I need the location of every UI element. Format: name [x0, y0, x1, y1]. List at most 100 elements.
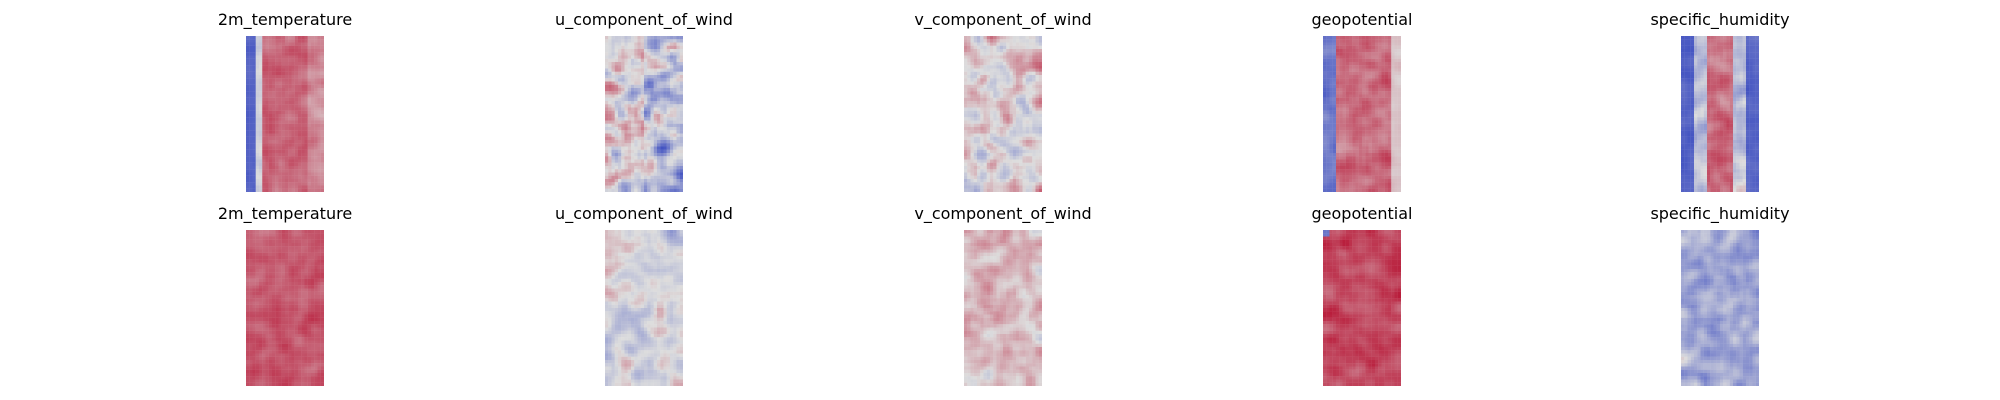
heatmap-cell	[301, 133, 305, 137]
heatmap-cell	[252, 179, 256, 183]
heatmap-cell	[1355, 156, 1359, 160]
heatmap-cell	[1349, 58, 1353, 63]
heatmap-cell	[986, 39, 991, 43]
heatmap-cell	[1375, 169, 1379, 173]
heatmap-cell	[275, 179, 279, 183]
heatmap-cell	[627, 42, 632, 46]
heatmap-cell	[255, 78, 260, 82]
heatmap-cell	[970, 91, 974, 95]
heatmap-cell	[1397, 62, 1401, 66]
heatmap-cell	[1323, 143, 1327, 147]
heatmap-cell	[275, 75, 279, 79]
heatmap-cell	[1003, 49, 1007, 53]
heatmap-cell	[977, 91, 981, 95]
heatmap-cell	[653, 153, 658, 157]
heatmap-cell	[314, 140, 318, 144]
heatmap-cell	[1736, 75, 1740, 79]
heatmap-cell	[1381, 172, 1385, 176]
heatmap-cell	[647, 120, 651, 124]
heatmap-cell	[278, 149, 282, 154]
heatmap-cell	[1371, 143, 1376, 147]
heatmap-cell	[320, 179, 324, 183]
heatmap-cell	[255, 52, 260, 56]
heatmap-cell	[1707, 42, 1711, 46]
heatmap-cell	[246, 71, 250, 76]
heatmap-cell	[1038, 110, 1042, 115]
heatmap-cell	[964, 146, 968, 150]
heatmap-cell	[1384, 182, 1389, 186]
heatmap-cell	[1358, 149, 1363, 154]
heatmap-cell	[259, 185, 263, 189]
heatmap-cell	[275, 36, 279, 40]
heatmap-cell	[252, 81, 256, 85]
heatmap-cell	[1329, 123, 1333, 128]
heatmap-cell	[1384, 166, 1389, 170]
heatmap-cell	[1003, 52, 1007, 56]
heatmap-cell	[252, 97, 256, 102]
heatmap-cell	[1016, 159, 1020, 163]
heatmap-cell	[281, 52, 286, 56]
heatmap-cell	[634, 185, 638, 189]
heatmap-cell	[670, 133, 674, 137]
heatmap-cell	[259, 36, 263, 40]
heatmap-cell	[1336, 179, 1340, 183]
heatmap-cell	[983, 117, 987, 121]
heatmap-cell	[657, 52, 661, 56]
heatmap-cell	[624, 114, 628, 118]
heatmap-cell	[970, 94, 974, 98]
heatmap-cell	[637, 179, 641, 183]
heatmap-cell	[291, 136, 295, 141]
heatmap-cell	[980, 110, 984, 115]
heatmap-cell	[637, 39, 641, 43]
heatmap-cell	[1022, 123, 1026, 128]
heatmap-cell	[268, 159, 273, 163]
heatmap-cell	[1003, 185, 1007, 189]
heatmap-cell	[1032, 91, 1036, 95]
heatmap-cell	[1012, 45, 1017, 50]
heatmap-cell	[1700, 49, 1704, 53]
heatmap-cell	[1326, 42, 1330, 46]
heatmap-cell	[1358, 94, 1363, 98]
heatmap-cell	[644, 146, 648, 150]
heatmap-cell	[1358, 104, 1363, 108]
heatmap-cell	[320, 94, 324, 98]
heatmap-cell	[624, 162, 628, 167]
heatmap-cell	[967, 36, 971, 40]
heatmap-cell	[1358, 175, 1363, 180]
heatmap-cell	[650, 58, 654, 63]
heatmap-cell	[653, 120, 658, 124]
heatmap-cell	[1739, 81, 1743, 85]
heatmap-cell	[970, 179, 974, 183]
heatmap-cell	[618, 169, 622, 173]
heatmap-cell	[1323, 88, 1327, 92]
heatmap-cell	[1742, 58, 1747, 63]
heatmap-cell	[624, 84, 628, 89]
heatmap-cell	[1022, 175, 1026, 180]
heatmap-cell	[1003, 101, 1007, 105]
heatmap-cell	[1336, 143, 1340, 147]
heatmap-cell	[634, 104, 638, 108]
heatmap-cell	[1710, 58, 1714, 63]
heatmap-cell	[314, 58, 318, 63]
heatmap-cell	[1038, 114, 1042, 118]
heatmap-cell	[249, 110, 253, 115]
heatmap-cell	[1755, 52, 1759, 56]
heatmap-cell	[304, 45, 308, 50]
heatmap-cell	[1371, 185, 1376, 189]
heatmap-cell	[977, 45, 981, 50]
heatmap-cell	[663, 84, 667, 89]
heatmap-cell	[653, 62, 658, 66]
heatmap-cell	[986, 179, 991, 183]
heatmap-cell	[1003, 162, 1007, 167]
heatmap-cell	[657, 58, 661, 63]
heatmap-cell	[980, 123, 984, 128]
heatmap-cell	[255, 104, 260, 108]
heatmap-cell	[1032, 149, 1036, 154]
heatmap-cell	[1349, 153, 1353, 157]
heatmap-cell	[990, 162, 994, 167]
heatmap-cell	[301, 130, 305, 134]
heatmap-cell	[314, 156, 318, 160]
heatmap-cell	[973, 84, 978, 89]
heatmap-cell	[1713, 65, 1717, 69]
panel-title-r1-c4: geopotential	[1311, 10, 1413, 29]
